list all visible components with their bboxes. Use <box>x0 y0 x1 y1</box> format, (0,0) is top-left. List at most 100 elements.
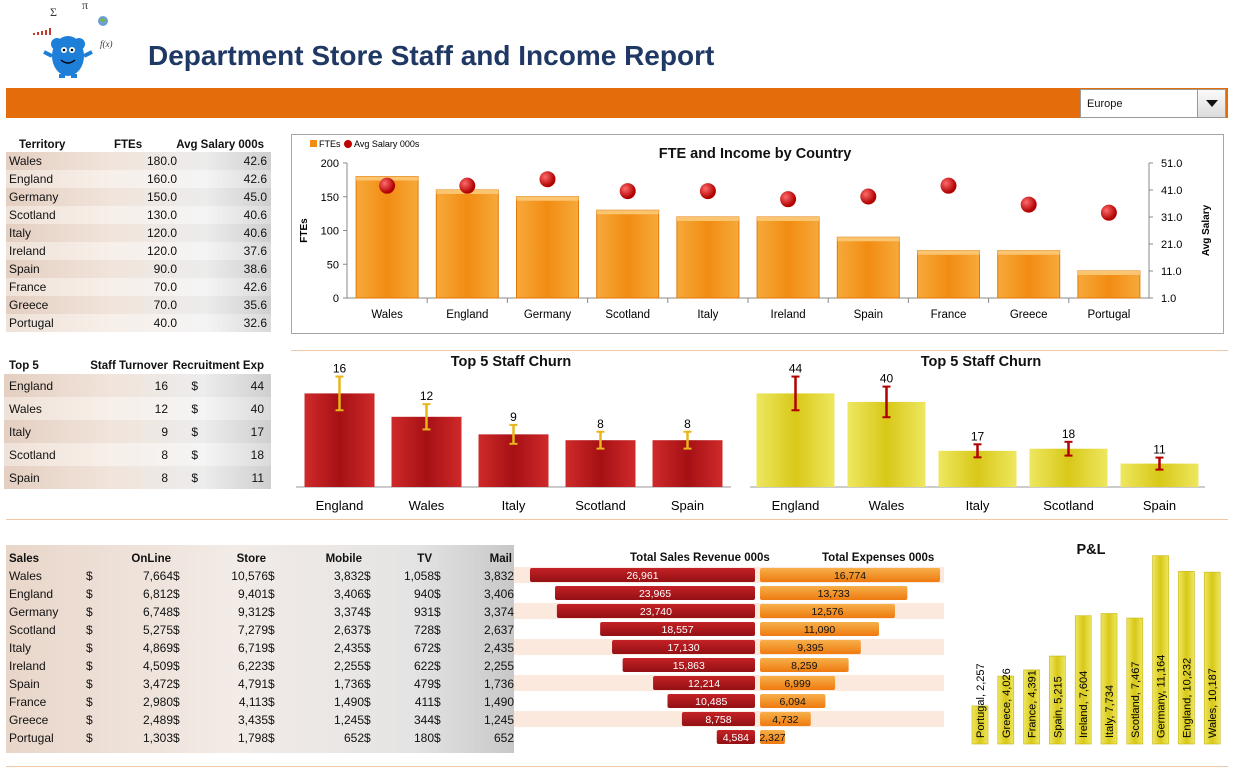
table-row: Ireland 120.0 37.6 <box>6 242 271 260</box>
currency-symbol: $ <box>268 587 275 601</box>
recruitment-exp-value: 11 <box>251 470 264 485</box>
expense-bar <box>760 658 849 672</box>
table-row: Wales $7,664 $10,576 $3,832 $1,058 $3,832 <box>6 567 514 585</box>
expense-label: 11,090 <box>804 624 835 636</box>
channel-header: Mail <box>489 552 512 565</box>
x-tick-label: England <box>446 309 488 321</box>
table-row: Germany 150.0 45.0 <box>6 188 271 206</box>
region-dropdown[interactable]: Europe <box>1080 89 1226 118</box>
pl-chart-title: P&L <box>1076 542 1106 558</box>
staff-turnover-value: 12 <box>154 401 168 416</box>
country-name: Spain <box>9 677 40 691</box>
currency-symbol: $ <box>268 569 275 583</box>
pl-bar <box>1126 617 1144 745</box>
recruitment-exp-header: Recruitment Exp <box>172 360 264 372</box>
sales-value: 940 <box>413 587 434 601</box>
currency-symbol: $ <box>434 677 441 691</box>
bar-top-highlight <box>516 196 579 201</box>
currency-symbol: $ <box>364 659 371 673</box>
territory-header: Territory <box>19 139 66 151</box>
x-tick-label: Scotland <box>1043 498 1094 513</box>
territory-name: Scotland <box>9 208 56 222</box>
currency-symbol: $ <box>364 695 371 709</box>
currency-symbol: $ <box>434 605 441 619</box>
table-row: Italy 120.0 40.6 <box>6 224 271 242</box>
currency-symbol: $ <box>364 605 371 619</box>
pl-label: Germany, 11,164 <box>1156 655 1168 738</box>
currency-symbol: $ <box>173 623 180 637</box>
data-label: 11 <box>1153 443 1166 457</box>
currency-symbol: $ <box>364 569 371 583</box>
sales-value: 344 <box>413 713 434 727</box>
revenue-label: 8,758 <box>705 714 731 726</box>
fte-bar <box>756 216 820 299</box>
bar-top-highlight <box>917 250 980 255</box>
table-row: England 16 $44 <box>4 374 271 397</box>
currency-symbol: $ <box>434 695 441 709</box>
revenue-expenses-chart: 26,961 16,774 23,965 13,733 23,740 12,576 18,5… <box>514 567 944 745</box>
data-label: 44 <box>789 362 803 376</box>
recruitment-exp-value: 40 <box>250 401 264 416</box>
currency-symbol: $ <box>86 569 93 583</box>
territory-name: Portugal <box>9 316 54 330</box>
currency-symbol: $ <box>364 587 371 601</box>
x-tick-label: Italy <box>502 498 526 513</box>
revenue-label: 12,214 <box>688 678 720 690</box>
currency-symbol: $ <box>86 605 93 619</box>
salary-marker <box>539 171 556 188</box>
fte-chart-title: FTE and Income by Country <box>658 146 852 162</box>
staff-turnover-header: Staff Turnover <box>90 360 168 372</box>
sales-value: 411 <box>414 695 434 709</box>
pl-bar <box>1023 669 1040 745</box>
pl-label: Ireland, 7,604 <box>1078 671 1090 738</box>
svg-text:Σ: Σ <box>50 5 57 19</box>
revenue-bar <box>612 640 755 654</box>
avg-salary-value: 35.6 <box>243 298 267 312</box>
header-banner <box>6 88 1228 118</box>
expense-bar <box>760 694 826 708</box>
legend-fte-swatch <box>310 140 317 147</box>
sales-value: 1,798 <box>237 731 268 745</box>
avg-salary-value: 42.6 <box>243 280 267 294</box>
currency-symbol: $ <box>86 587 93 601</box>
page-title: Department Store Staff and Income Report <box>148 40 715 71</box>
top5-table: Top 5 Staff Turnover Recruitment Exp Eng… <box>4 358 271 489</box>
legend-label: FTEs <box>319 139 341 149</box>
y-axis-title: FTEs <box>299 218 310 243</box>
revenue-bar <box>681 712 755 726</box>
currency-symbol: $ <box>268 623 275 637</box>
y2-tick-label: 11.0 <box>1161 266 1182 278</box>
country-name: Wales <box>9 401 42 416</box>
x-tick-label: England <box>772 498 820 513</box>
sales-value: 652 <box>343 731 364 745</box>
currency-symbol: $ <box>173 587 180 601</box>
avg-salary-value: 45.0 <box>243 190 267 204</box>
table-row: Ireland $4,509 $6,223 $2,255 $622 $2,255 <box>6 657 514 675</box>
territory-name: Spain <box>9 262 40 276</box>
pl-label: England, 10,232 <box>1181 658 1193 738</box>
sales-value: 4,113 <box>238 695 268 709</box>
sales-value: 1,058 <box>403 569 434 583</box>
sales-table-background <box>6 545 514 753</box>
y-tick-label: 100 <box>321 226 339 238</box>
data-label: 8 <box>684 417 691 431</box>
avg-salary-value: 42.6 <box>243 172 267 186</box>
currency-symbol: $ <box>364 731 371 745</box>
fte-bar <box>1077 270 1141 299</box>
pl-chart: Portugal, 2,257 Greece, 4,026 France, 4,39… <box>971 555 1221 745</box>
x-tick-label: Spain <box>1143 498 1176 513</box>
expense-bar <box>760 676 836 690</box>
revenue-label: 18,557 <box>662 624 694 636</box>
chevron-down-icon[interactable] <box>1197 90 1225 117</box>
bar-top-highlight <box>1077 271 1140 275</box>
svg-text:f(x): f(x) <box>100 39 113 49</box>
revenue-bar <box>555 586 755 600</box>
country-name: Wales <box>9 569 42 583</box>
pl-bar <box>1074 615 1092 745</box>
table-row: Spain 8 $11 <box>4 466 271 489</box>
revenue-label: 23,740 <box>640 606 672 618</box>
data-label: 12 <box>420 389 434 403</box>
table-row: Spain 90.0 38.6 <box>6 260 271 278</box>
channel-header: Store <box>236 552 266 565</box>
divider <box>6 766 1228 767</box>
